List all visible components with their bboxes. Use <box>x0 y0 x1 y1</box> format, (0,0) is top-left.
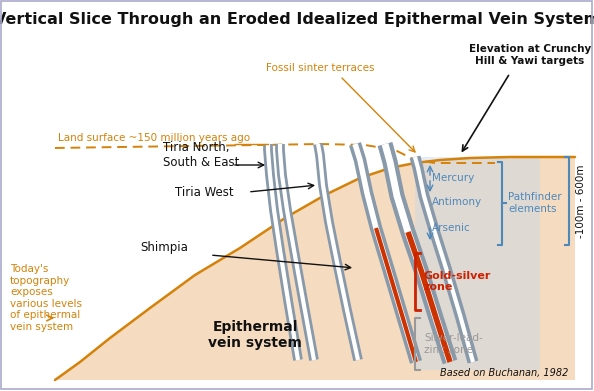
Text: Silver-lead-
zinc zone: Silver-lead- zinc zone <box>424 333 483 355</box>
Text: Gold-silver
zone: Gold-silver zone <box>424 271 491 292</box>
Text: Tiria North,
South & East: Tiria North, South & East <box>163 141 239 169</box>
Text: -100m - 600m: -100m - 600m <box>576 164 586 238</box>
Text: Antimony: Antimony <box>432 197 482 207</box>
Text: Fossil sinter terraces: Fossil sinter terraces <box>266 63 374 73</box>
Text: Land surface ~150 million years ago: Land surface ~150 million years ago <box>58 133 250 143</box>
Text: Elevation at Crunchy
Hill & Yawi targets: Elevation at Crunchy Hill & Yawi targets <box>469 44 591 66</box>
Text: Epithermal
vein system: Epithermal vein system <box>208 320 302 350</box>
Text: Pathfinder
elements: Pathfinder elements <box>508 192 561 214</box>
Bar <box>55 20 575 380</box>
Text: Today's
topography
exposes
various levels
of epithermal
vein system: Today's topography exposes various level… <box>10 264 82 332</box>
Text: Based on Buchanan, 1982: Based on Buchanan, 1982 <box>440 368 568 378</box>
Text: Tiria West: Tiria West <box>175 185 233 199</box>
Text: Mercury: Mercury <box>432 173 474 183</box>
Text: Vertical Slice Through an Eroded Idealized Epithermal Vein System: Vertical Slice Through an Eroded Idealiz… <box>0 12 594 27</box>
Polygon shape <box>55 20 575 380</box>
Text: Shimpia: Shimpia <box>140 242 188 255</box>
Text: Arsenic: Arsenic <box>432 223 471 233</box>
Polygon shape <box>415 157 540 370</box>
